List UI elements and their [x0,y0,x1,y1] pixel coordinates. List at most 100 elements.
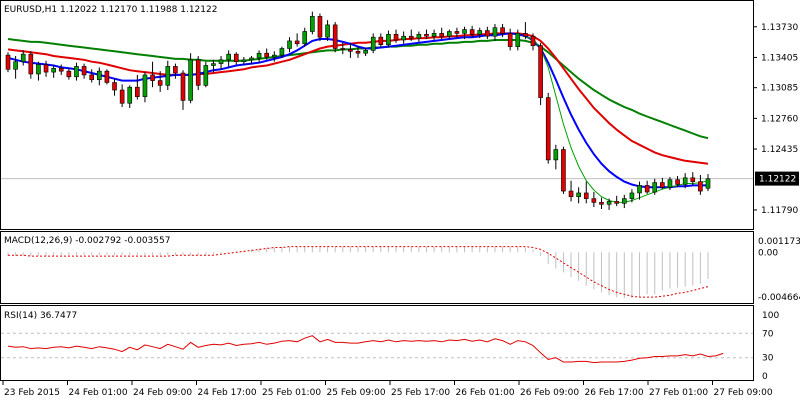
candle-body [652,182,658,193]
candle-body [606,201,612,205]
candle [606,198,612,210]
candle-body [165,66,171,86]
candle-body [119,89,125,104]
macd-tick-label: 0.001173 [758,237,800,247]
candle [218,56,224,70]
candle-body [74,66,79,78]
price-tick-label: 1.13730 [761,23,798,33]
time-tick-label: 25 Feb 17:00 [391,388,450,398]
candle-body [492,27,498,37]
candle [416,31,422,42]
candle [310,11,315,35]
candle-body [233,53,239,63]
candle [51,65,56,78]
candle [553,144,559,170]
candle [135,74,140,100]
candle-body [249,57,254,61]
candle-body [287,40,292,49]
candle-body [568,190,574,198]
candle-body [203,65,209,86]
time-tick-label: 26 Feb 09:00 [520,388,579,398]
candle-body [150,74,155,81]
candle-body [112,82,117,91]
candle [401,31,406,44]
ma-red-line [7,32,709,165]
candle-body [401,35,406,41]
candle-body [13,61,18,70]
candle-body [682,177,688,185]
candle-body [310,16,315,32]
candle-body [553,149,559,161]
candle [104,69,110,85]
candle-body [211,63,216,66]
candle-body [614,201,619,204]
candle [66,68,72,80]
candle-body [386,34,391,46]
rsi-panel-frame [0,305,754,381]
candle-body [97,70,102,80]
candle [226,50,231,67]
moving-averages [7,32,709,203]
candle [561,146,566,194]
candle-body [195,59,201,86]
candle [447,29,452,40]
candle [637,181,642,200]
current-price-label: 1.12122 [759,175,796,185]
candle-body [637,185,642,194]
candle [545,92,551,164]
candle [644,180,650,194]
time-tick-label: 23 Feb 2015 [4,388,60,398]
candle [469,25,475,38]
candle-body [591,198,597,203]
candle-body [157,80,163,86]
rsi-title: RSI(14) 36.7477 [4,311,77,321]
candle-body [58,68,64,72]
candle-body [538,45,543,98]
candle-body [104,70,110,83]
candle [180,70,186,110]
rsi-tick-label: 0 [762,372,768,382]
candle-body [424,34,429,37]
candle-body [142,74,148,97]
candle-body [523,33,528,37]
candle-body [705,178,711,189]
candle [203,61,209,88]
candle-body [226,53,231,61]
candle [249,56,254,65]
candle-body [28,53,34,75]
candle [97,67,102,86]
candle-body [690,177,696,182]
candle [43,60,49,77]
candle [36,61,41,81]
candle [119,84,125,108]
candle-body [644,185,650,193]
candle [332,22,338,53]
candle [294,33,300,47]
candle-body [81,66,87,76]
chart-title: EURUSD,H1 [4,5,57,15]
candle-body [188,59,193,101]
price-tick-label: 1.12760 [761,114,798,124]
candle [393,29,399,43]
candle [28,51,34,79]
candle-body [135,86,140,97]
candle-body [675,179,680,185]
candle-body [416,34,422,39]
candle-body [660,182,665,188]
candle [507,28,513,51]
candle-body [393,34,399,41]
price-axis: 1.13730 1.13405 1.13085 1.12760 1.12435 1.121… [753,23,799,216]
time-tick-label: 25 Feb 01:00 [262,388,321,398]
macd-title: MACD(12,26,9) -0.002792 -0.003557 [4,236,170,246]
candle [591,192,597,208]
ma-blue-line [7,32,708,189]
candle [583,181,589,204]
candle-body [507,33,513,47]
candle [660,177,665,190]
candle [462,26,467,40]
price-tick-label: 1.13405 [761,53,798,63]
candle [530,33,536,51]
